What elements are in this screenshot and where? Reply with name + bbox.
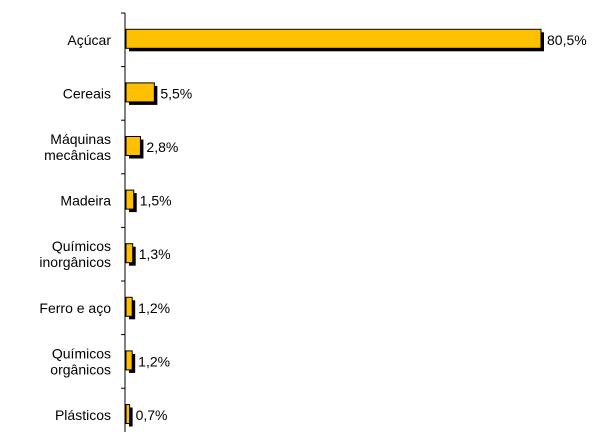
data-label: 80,5% xyxy=(547,32,587,48)
category-label: Madeira xyxy=(60,193,111,209)
data-label: 1,5% xyxy=(140,193,172,209)
bar xyxy=(125,189,135,210)
category-label: Cereais xyxy=(63,85,111,101)
category-label: Máquinas mecânicas xyxy=(44,131,111,163)
bar xyxy=(125,296,133,317)
bar xyxy=(125,404,131,424)
bar xyxy=(125,243,134,264)
bar-shadow xyxy=(129,407,133,427)
data-label: 5,5% xyxy=(160,85,192,101)
data-label: 1,2% xyxy=(138,300,170,316)
bar xyxy=(125,28,542,49)
data-label: 2,8% xyxy=(146,139,178,155)
category-label: Açúcar xyxy=(67,32,111,48)
bar xyxy=(125,350,133,371)
category-label: Químicos inorgânicos xyxy=(39,238,111,270)
data-label: 0,7% xyxy=(136,407,168,423)
category-label: Ferro e aço xyxy=(39,300,111,316)
data-label: 1,3% xyxy=(139,246,171,262)
data-label: 1,2% xyxy=(138,353,170,369)
category-label: Plásticos xyxy=(55,407,111,423)
bar xyxy=(125,136,141,156)
category-label: Químicos orgânicos xyxy=(50,345,111,377)
bar xyxy=(125,82,155,103)
